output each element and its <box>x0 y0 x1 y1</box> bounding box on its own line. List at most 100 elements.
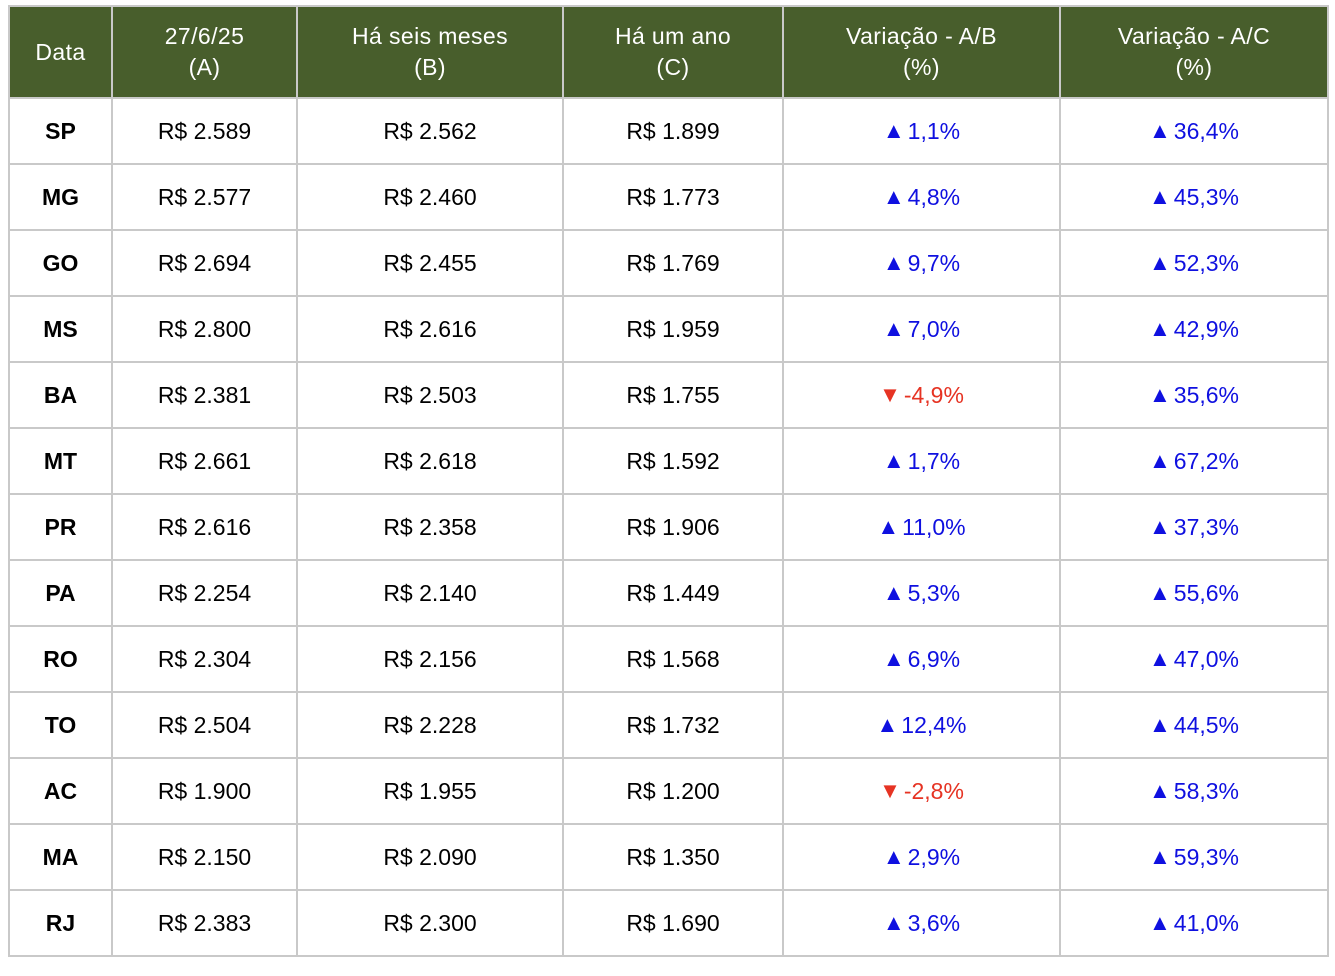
table-row: MA R$ 2.150 R$ 2.090 R$ 1.350 ▲ 2,9% ▲ 59,3% <box>8 823 1329 891</box>
price-cell-one_year: R$ 1.773 <box>562 163 784 231</box>
up-triangle-icon: ▲ <box>882 184 905 210</box>
table-body: SP R$ 2.589 R$ 2.562 R$ 1.899 ▲ 1,1% ▲ 36,4% MG R… <box>8 97 1329 957</box>
column-header-var_ab: Variação - A/B (%) <box>782 5 1061 99</box>
price-cell-one_year: R$ 1.906 <box>562 493 784 561</box>
up-triangle-icon: ▲ <box>1149 646 1171 672</box>
price-cell-six_months: R$ 2.300 <box>296 889 564 957</box>
variation-value: ▲ 4,8% <box>883 184 960 211</box>
up-triangle-icon: ▲ <box>1149 250 1171 276</box>
variation-value: ▲ 5,3% <box>883 580 960 607</box>
table-row: PA R$ 2.254 R$ 2.140 R$ 1.449 ▲ 5,3% ▲ 55,6% <box>8 559 1329 627</box>
table-row: GO R$ 2.694 R$ 2.455 R$ 1.769 ▲ 9,7% ▲ 52,3% <box>8 229 1329 297</box>
up-triangle-icon: ▲ <box>1149 382 1171 408</box>
column-header-line: (%) <box>1175 54 1213 80</box>
price-cell-one_year: R$ 1.769 <box>562 229 784 297</box>
variation-cell-var_ac: ▲ 44,5% <box>1059 691 1329 759</box>
up-triangle-icon: ▲ <box>1149 184 1171 210</box>
price-cell-six_months: R$ 2.228 <box>296 691 564 759</box>
variation-value: ▲ 7,0% <box>883 316 960 343</box>
up-triangle-icon: ▲ <box>882 646 905 672</box>
variation-value: ▲ 35,6% <box>1149 382 1239 409</box>
table-row: RO R$ 2.304 R$ 2.156 R$ 1.568 ▲ 6,9% ▲ 47,0% <box>8 625 1329 693</box>
table-header: Data 27/6/25 (A) Há seis meses (B) Há um ano (… <box>8 5 1329 99</box>
variation-text: 58,3% <box>1173 777 1239 804</box>
variation-cell-var_ac: ▲ 52,3% <box>1059 229 1329 297</box>
variation-value: ▲ 45,3% <box>1149 184 1239 211</box>
up-triangle-icon: ▲ <box>882 844 905 870</box>
column-header-line: (A) <box>188 54 221 80</box>
table-row: TO R$ 2.504 R$ 2.228 R$ 1.732 ▲ 12,4% ▲ 44,5% <box>8 691 1329 759</box>
table-row: MT R$ 2.661 R$ 2.618 R$ 1.592 ▲ 1,7% ▲ 67,2% <box>8 427 1329 495</box>
price-cell-one_year: R$ 1.449 <box>562 559 784 627</box>
variation-cell-var_ac: ▲ 37,3% <box>1059 493 1329 561</box>
variation-text: 47,0% <box>1173 645 1239 672</box>
table-row: MG R$ 2.577 R$ 2.460 R$ 1.773 ▲ 4,8% ▲ 45,3% <box>8 163 1329 231</box>
variation-value: ▲ 55,6% <box>1149 580 1239 607</box>
variation-value: ▲ 42,9% <box>1149 316 1239 343</box>
price-cell-current: R$ 2.383 <box>111 889 298 957</box>
variation-cell-var_ac: ▲ 47,0% <box>1059 625 1329 693</box>
variation-text: 1,7% <box>907 447 961 474</box>
state-cell: MS <box>8 295 113 363</box>
variation-value: ▲ 9,7% <box>883 250 960 277</box>
variation-cell-var_ac: ▲ 41,0% <box>1059 889 1329 957</box>
state-cell: TO <box>8 691 113 759</box>
variation-cell-var_ab: ▲ 1,1% <box>782 97 1061 165</box>
up-triangle-icon: ▲ <box>1149 580 1171 606</box>
price-cell-current: R$ 2.800 <box>111 295 298 363</box>
variation-text: 11,0% <box>902 513 966 540</box>
up-triangle-icon: ▲ <box>1149 514 1171 540</box>
variation-text: 35,6% <box>1173 381 1239 408</box>
up-triangle-icon: ▲ <box>1149 778 1171 804</box>
state-cell: BA <box>8 361 113 429</box>
header-row: Data 27/6/25 (A) Há seis meses (B) Há um ano (… <box>8 5 1329 99</box>
variation-value: ▲ 41,0% <box>1149 910 1239 937</box>
variation-value: ▲ 3,6% <box>883 910 960 937</box>
price-cell-six_months: R$ 2.358 <box>296 493 564 561</box>
state-cell: GO <box>8 229 113 297</box>
variation-cell-var_ac: ▲ 55,6% <box>1059 559 1329 627</box>
up-triangle-icon: ▲ <box>1149 118 1171 144</box>
variation-cell-var_ab: ▲ 6,9% <box>782 625 1061 693</box>
variation-text: 36,4% <box>1173 117 1239 144</box>
down-triangle-icon: ▼ <box>879 778 901 804</box>
variation-text: 9,7% <box>907 249 961 276</box>
variation-cell-var_ac: ▲ 35,6% <box>1059 361 1329 429</box>
variation-text: 7,0% <box>907 315 961 342</box>
variation-value: ▲ 2,9% <box>883 844 960 871</box>
price-cell-six_months: R$ 2.090 <box>296 823 564 891</box>
variation-text: -4,9% <box>903 381 964 408</box>
up-triangle-icon: ▲ <box>1149 844 1171 870</box>
variation-value: ▲ 52,3% <box>1149 250 1239 277</box>
variation-cell-var_ab: ▲ 12,4% <box>782 691 1061 759</box>
table-row: AC R$ 1.900 R$ 1.955 R$ 1.200 ▼ -2,8% ▲ 58,3% <box>8 757 1329 825</box>
price-cell-six_months: R$ 2.562 <box>296 97 564 165</box>
variation-cell-var_ac: ▲ 67,2% <box>1059 427 1329 495</box>
price-cell-current: R$ 2.661 <box>111 427 298 495</box>
column-header-current: 27/6/25 (A) <box>111 5 298 99</box>
state-cell: SP <box>8 97 113 165</box>
price-cell-one_year: R$ 1.350 <box>562 823 784 891</box>
variation-text: 42,9% <box>1173 315 1239 342</box>
variation-text: 1,1% <box>907 117 961 144</box>
state-cell: RO <box>8 625 113 693</box>
price-cell-one_year: R$ 1.959 <box>562 295 784 363</box>
state-cell: RJ <box>8 889 113 957</box>
variation-text: 67,2% <box>1173 447 1239 474</box>
variation-text: 12,4% <box>901 711 967 738</box>
variation-text: 6,9% <box>907 645 961 672</box>
variation-cell-var_ab: ▼ -2,8% <box>782 757 1061 825</box>
variation-value: ▲ 12,4% <box>877 712 967 739</box>
variation-value: ▲ 47,0% <box>1149 646 1239 673</box>
price-cell-six_months: R$ 2.156 <box>296 625 564 693</box>
column-header-line: 27/6/25 <box>164 23 245 49</box>
price-cell-one_year: R$ 1.200 <box>562 757 784 825</box>
up-triangle-icon: ▲ <box>882 910 905 936</box>
price-cell-one_year: R$ 1.899 <box>562 97 784 165</box>
column-header-line: Data <box>35 38 86 65</box>
price-cell-one_year: R$ 1.732 <box>562 691 784 759</box>
variation-text: 45,3% <box>1173 183 1239 210</box>
variation-cell-var_ac: ▲ 59,3% <box>1059 823 1329 891</box>
price-cell-six_months: R$ 2.503 <box>296 361 564 429</box>
up-triangle-icon: ▲ <box>877 514 900 540</box>
